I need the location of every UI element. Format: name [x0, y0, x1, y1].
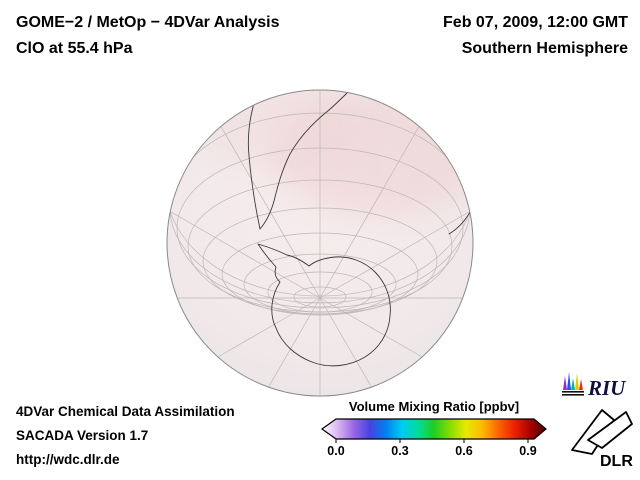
header-datetime: Feb 07, 2009, 12:00 GMT Southern Hemisph…: [443, 10, 628, 62]
plot-title: GOME−2 / MetOp − 4DVar Analysis: [16, 14, 280, 31]
plot-region: Southern Hemisphere: [461, 40, 628, 57]
dlr-logo-text: DLR: [600, 453, 633, 470]
globe-limb: [166, 89, 474, 397]
credit-url: http://wdc.dlr.de: [16, 452, 120, 467]
coastline-south-america: [247, 92, 348, 230]
plot-date: Feb 07, 2009, 12:00 GMT: [443, 14, 628, 31]
antarctica-outline: [257, 243, 391, 367]
globe-map: [163, 86, 477, 400]
dlr-wing-icon: [571, 409, 633, 455]
credit-line-2: SACADA Version 1.7: [16, 428, 149, 443]
colorbar-bar: [320, 418, 547, 440]
credit-line-1: 4DVar Chemical Data Assimilation: [16, 404, 235, 419]
footer-credits: 4DVar Chemical Data Assimilation SACADA …: [16, 400, 235, 472]
riu-logo: RIU: [562, 372, 627, 400]
colorbar-tickmarks: [335, 439, 529, 443]
graticule-meridians: [169, 90, 471, 396]
colorbar-tick-0: 0.0: [327, 444, 344, 458]
riu-logo-text: RIU: [587, 376, 627, 400]
plot-subtitle: ClO at 55.4 hPa: [16, 40, 133, 57]
colorbar-tick-2: 0.6: [455, 444, 472, 458]
riu-cathedral-icon: [562, 372, 584, 396]
colorbar: 0.0 0.3 0.6 0.9: [320, 418, 547, 458]
dlr-logo: DLR: [571, 409, 633, 470]
colorbar-tick-3: 0.9: [519, 444, 536, 458]
globe-svg: [166, 89, 474, 397]
header-titles: GOME−2 / MetOp − 4DVar Analysis ClO at 5…: [16, 10, 280, 62]
colorbar-tick-1: 0.3: [391, 444, 408, 458]
colorbar-title: Volume Mixing Ratio [ppbv]: [348, 399, 520, 414]
